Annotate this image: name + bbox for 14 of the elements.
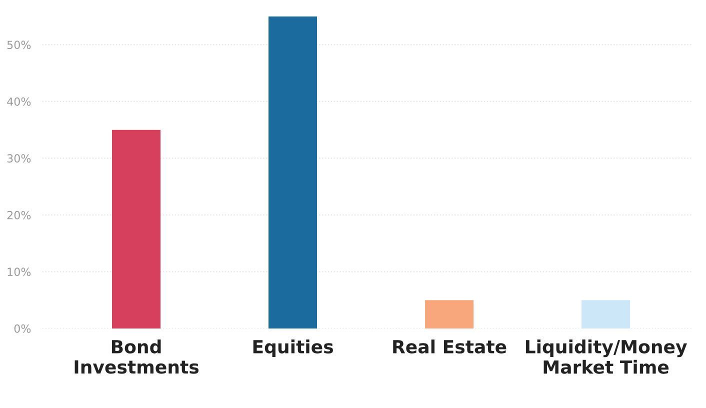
bar [425, 300, 474, 328]
y-tick-label: 0% [14, 324, 31, 333]
bar [112, 130, 161, 328]
x-tick-label: Liquidity/Money Market Time [526, 340, 687, 374]
bar [582, 300, 630, 328]
x-tick-label: Bond Investments [74, 340, 199, 374]
y-tick-label: 20% [7, 210, 31, 220]
x-tick-label: Real Estate [393, 340, 506, 354]
y-tick-label: 30% [7, 154, 31, 163]
y-tick-label: 10% [8, 268, 31, 276]
bar [268, 16, 318, 328]
y-tick-label: 40% [7, 97, 31, 106]
y-tick-label: 50% [7, 40, 31, 50]
x-tick-label: Equities [253, 340, 333, 358]
